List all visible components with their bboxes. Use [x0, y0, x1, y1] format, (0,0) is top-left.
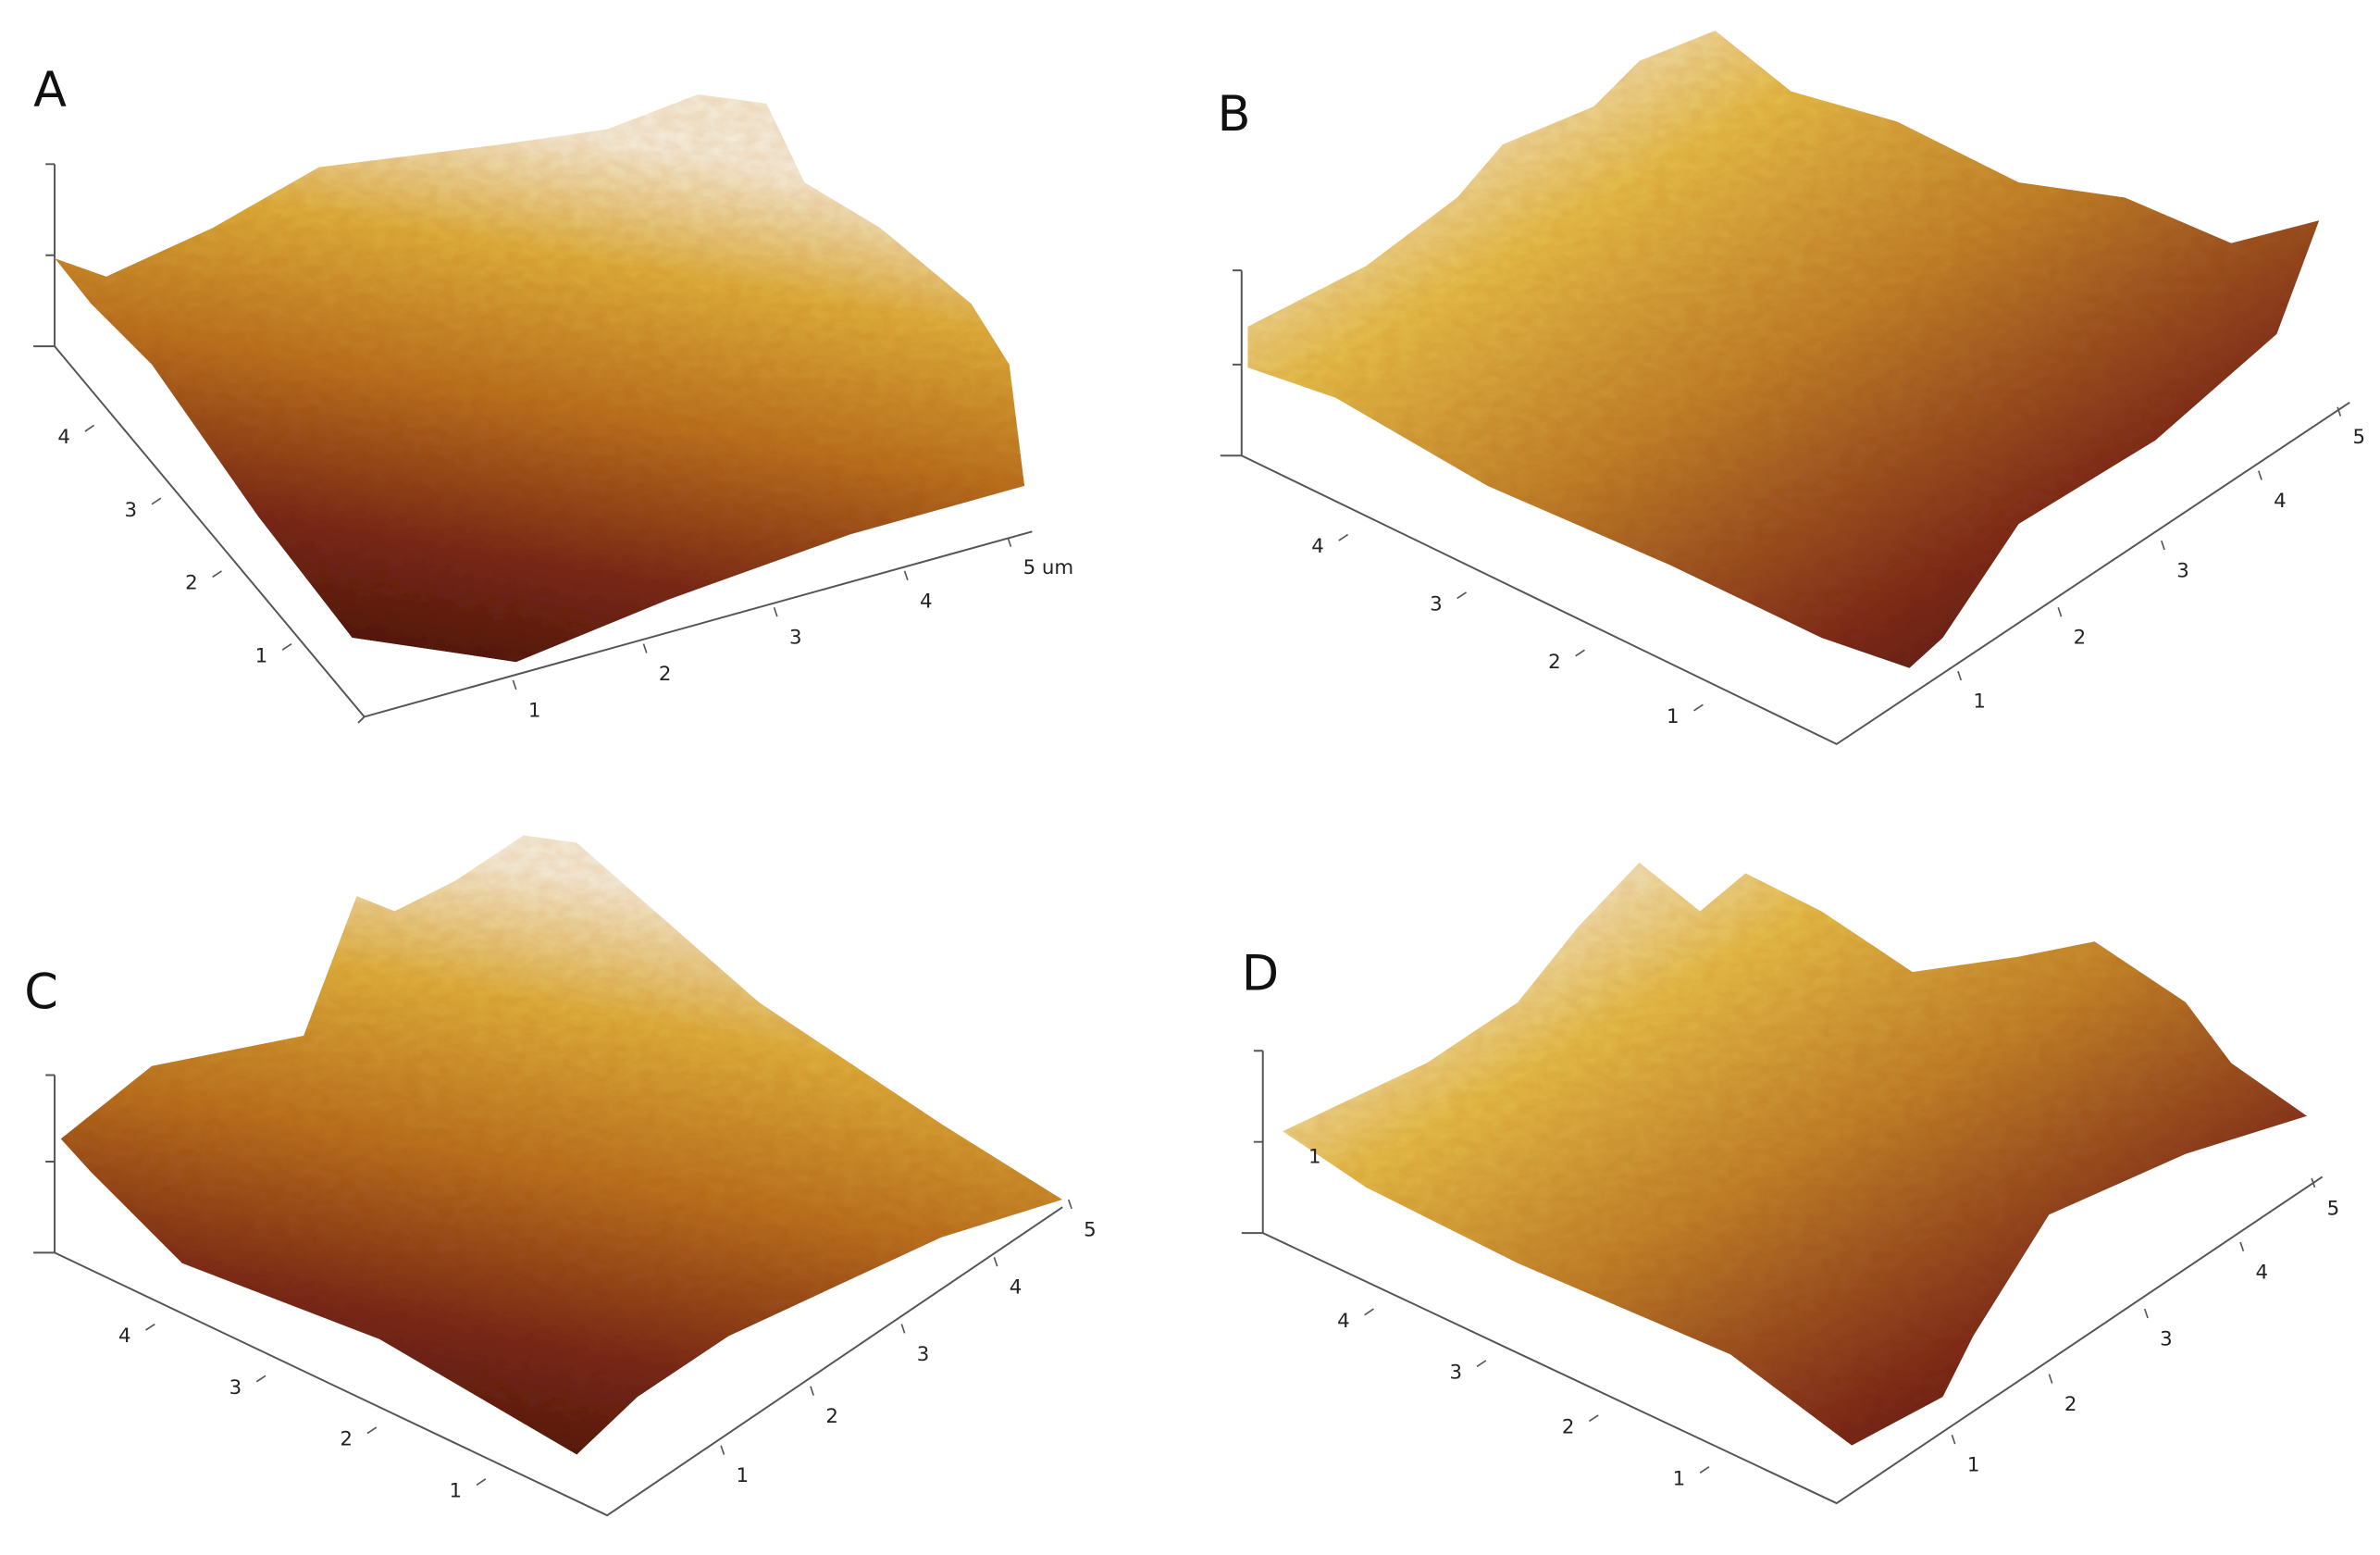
width-tick-label: 4: [920, 590, 933, 613]
tick-mark: [2337, 406, 2342, 417]
tick-mark: [1951, 1434, 1956, 1445]
tick-mark: [2048, 1374, 2053, 1384]
tick-mark: [2161, 540, 2165, 551]
width-tick-label: 4: [2274, 490, 2287, 513]
width-tick-label: 5 um: [1023, 556, 1074, 579]
height-tick-label: 1: [1308, 1146, 1321, 1169]
width-tick-label: 1: [1973, 690, 1986, 714]
depth-tick-label: 1: [255, 644, 268, 667]
panel-label: C: [24, 964, 58, 1020]
tick-mark: [1957, 670, 1963, 681]
surface: [55, 93, 1025, 663]
tick-mark: [366, 1426, 378, 1435]
width-tick-label: 4: [1010, 1276, 1023, 1300]
depth-tick-label: 3: [125, 499, 138, 522]
panel-label: A: [33, 62, 67, 118]
depth-tick-label: 2: [1548, 651, 1561, 674]
width-tick-label: 2: [2064, 1393, 2077, 1416]
tick-mark: [1007, 537, 1012, 547]
panel-label: B: [1218, 86, 1251, 143]
depth-tick-label: 4: [1311, 535, 1324, 558]
tick-mark: [2257, 470, 2262, 480]
width-tick-label: 2: [659, 663, 672, 686]
depth-tick-label: 2: [1562, 1416, 1575, 1439]
width-tick-label: 1: [528, 699, 541, 722]
width-tick-label: 1: [1967, 1454, 1980, 1477]
tick-mark: [1588, 1414, 1599, 1423]
tick-mark: [903, 570, 909, 581]
depth-tick-label: 1: [450, 1480, 463, 1503]
tick-mark: [476, 1478, 487, 1487]
tick-mark: [773, 607, 778, 617]
tick-mark: [2239, 1241, 2245, 1252]
depth-tick-label: 4: [118, 1325, 131, 1348]
panel-d: [1241, 862, 2324, 1505]
panel-c: [33, 835, 1063, 1517]
tick-mark: [151, 497, 162, 505]
width-tick-label: 3: [917, 1343, 930, 1366]
tick-mark: [1476, 1360, 1487, 1368]
tick-mark: [1364, 1308, 1374, 1316]
tick-mark: [281, 642, 292, 651]
depth-tick-label: 3: [1449, 1362, 1462, 1385]
depth-tick-label: 1: [1673, 1467, 1686, 1490]
tick-mark: [255, 1375, 267, 1383]
panel-a: [33, 93, 1033, 724]
width-tick-label: 5: [2327, 1197, 2340, 1220]
depth-tick-label: 2: [340, 1428, 353, 1451]
tick-mark: [1338, 533, 1349, 541]
tick-mark: [642, 643, 648, 653]
width-tick-label: 3: [2160, 1327, 2173, 1350]
width-tick-label: 4: [2255, 1261, 2268, 1284]
panel-label: D: [1242, 946, 1279, 1002]
tick-mark: [720, 1445, 725, 1455]
axes: [1220, 269, 2350, 746]
panel-b: [1220, 30, 2350, 746]
depth-tick-label: 4: [1337, 1310, 1350, 1333]
tick-mark: [1457, 591, 1467, 600]
surface: [60, 835, 1063, 1455]
tick-mark: [2311, 1177, 2316, 1188]
tick-mark: [212, 570, 222, 578]
tick-mark: [1693, 703, 1704, 712]
tick-mark: [2057, 607, 2063, 617]
width-tick-label: 5: [1084, 1218, 1097, 1241]
tick-mark: [1699, 1466, 1710, 1474]
tick-mark: [1575, 649, 1585, 657]
depth-tick-label: 4: [57, 426, 70, 449]
axes: [33, 1074, 1063, 1517]
width-tick-label: 5: [2352, 426, 2365, 449]
depth-tick-label: 2: [185, 572, 198, 595]
tick-mark: [900, 1324, 906, 1334]
tick-mark: [1067, 1199, 1072, 1210]
tick-mark: [145, 1323, 155, 1331]
tick-mark: [84, 424, 95, 432]
width-tick-label: 3: [2176, 559, 2189, 582]
tick-mark: [512, 679, 517, 690]
tick-mark: [810, 1386, 814, 1396]
surface: [1283, 862, 2308, 1446]
width-tick-label: 2: [825, 1405, 838, 1428]
tick-mark: [993, 1257, 998, 1267]
width-tick-label: 3: [789, 627, 802, 650]
axes: [1241, 1050, 2324, 1505]
depth-tick-label: 3: [229, 1376, 242, 1400]
depth-tick-label: 3: [1430, 593, 1443, 616]
depth-tick-label: 1: [1667, 705, 1680, 728]
surface: [1247, 30, 2320, 668]
tick-mark: [2143, 1308, 2149, 1319]
width-tick-label: 2: [2074, 627, 2087, 650]
width-tick-label: 1: [737, 1464, 750, 1487]
axes: [33, 163, 1033, 724]
